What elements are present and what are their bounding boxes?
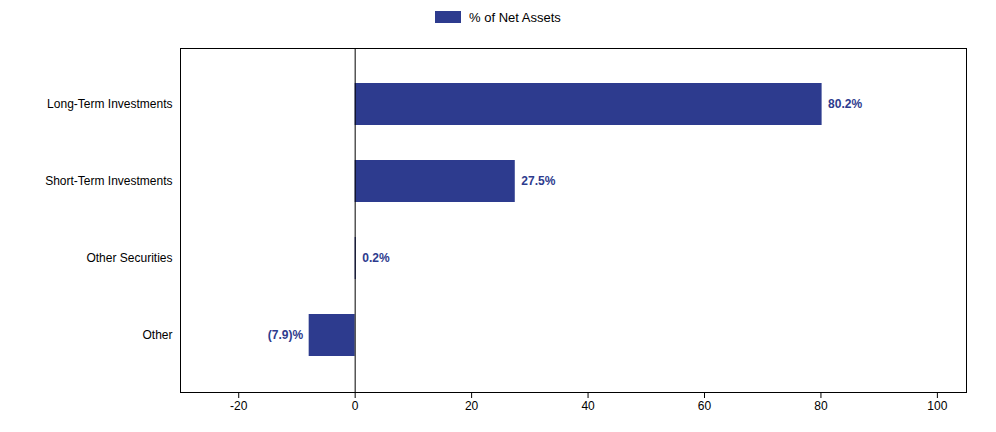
html-text:% of Net Assets: % of Net Assets [469, 9, 561, 25]
svg-text:0.2%: 0.2% [362, 251, 390, 265]
svg-text:-20: -20 [230, 399, 248, 413]
svg-text:100: 100 [927, 399, 947, 413]
svg-text:80.2%: 80.2% [828, 97, 862, 111]
svg-text:60: 60 [698, 399, 712, 413]
svg-text:27.5%: 27.5% [521, 174, 555, 188]
svg-text:(7.9)%: (7.9)% [268, 328, 304, 342]
svg-text:Other: Other [142, 328, 172, 342]
svg-text:Other Securities: Other Securities [86, 251, 172, 265]
svg-text:80: 80 [814, 399, 828, 413]
svg-text:Long-Term Investments: Long-Term Investments [47, 97, 172, 111]
svg-text:20: 20 [465, 399, 479, 413]
svg-text:40: 40 [581, 399, 595, 413]
svg-text:0: 0 [352, 399, 359, 413]
svg-text:Short-Term Investments: Short-Term Investments [45, 174, 172, 188]
